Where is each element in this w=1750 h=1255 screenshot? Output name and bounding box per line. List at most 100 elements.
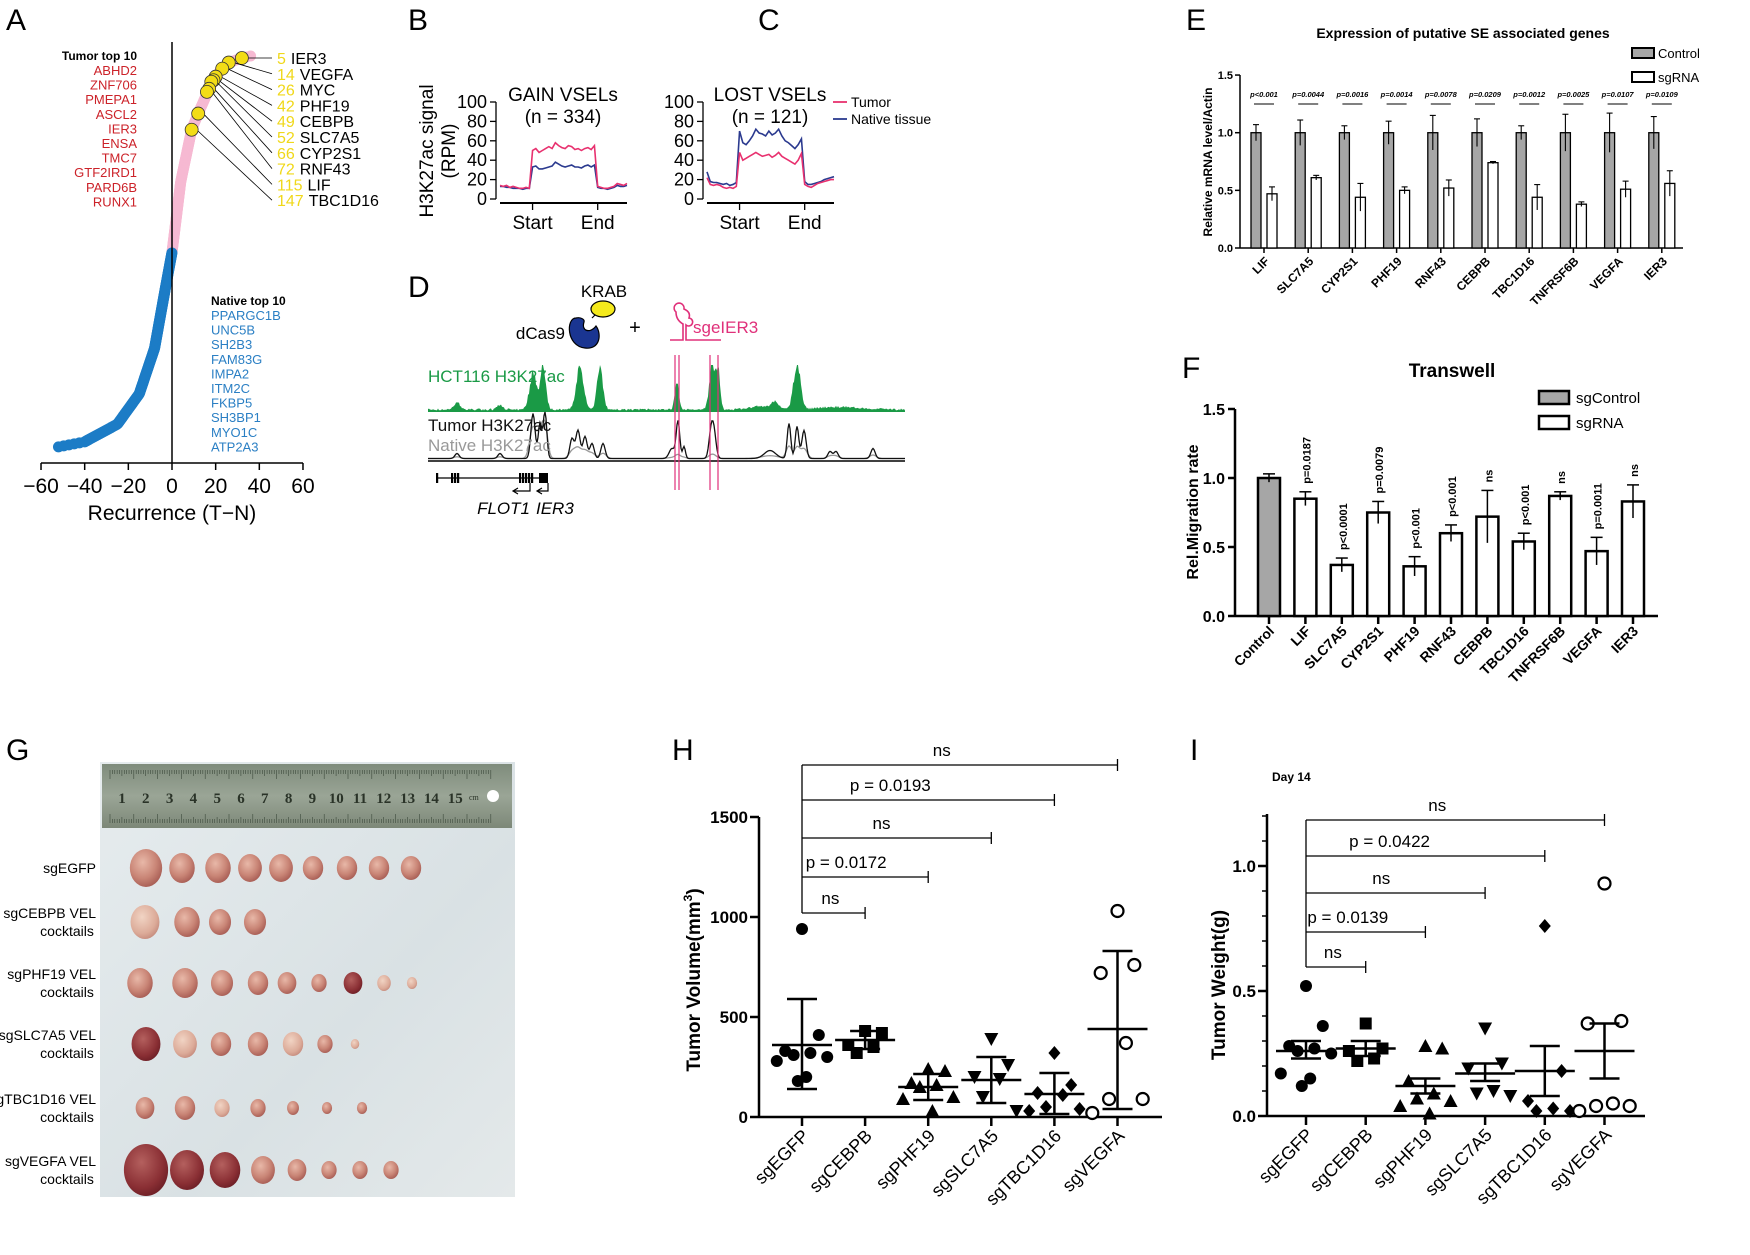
- y-tick-label: 1.0: [1203, 471, 1225, 488]
- rank-number: 5: [277, 51, 286, 68]
- tumor-specimen: [135, 1097, 155, 1119]
- tumor-gene-label: ABHD2: [94, 63, 137, 78]
- x-tick-label: VEGFA: [1587, 254, 1626, 293]
- y-tick-label: 0: [739, 1108, 748, 1127]
- chart-subtitle: (n = 121): [732, 107, 809, 128]
- native-gene-label: ATP2A3: [211, 439, 258, 454]
- bar: [1511, 540, 1537, 618]
- tumor-gene-label: GTF2IRD1: [74, 165, 137, 180]
- rank-number: 26: [277, 83, 295, 100]
- data-point-square: [1359, 1017, 1372, 1030]
- y-tick-label: 100: [664, 92, 694, 112]
- x-tick-label: Start: [720, 213, 761, 234]
- bar: [1547, 494, 1573, 618]
- data-point-triangle-up: [1393, 1099, 1408, 1112]
- tumor-track-label: Tumor H3K27ac: [428, 416, 552, 435]
- bar-sgrna: [1487, 162, 1499, 249]
- highlighted-point: [200, 84, 214, 99]
- x-tick-label: −60: [23, 475, 59, 498]
- tumor-specimen: [343, 972, 363, 994]
- data-point-diamond: [1538, 919, 1551, 933]
- legend-label: sgRNA: [1658, 70, 1700, 85]
- data-point-diamond: [1564, 1104, 1576, 1118]
- tumor-specimen: [302, 856, 324, 880]
- leader-line: [211, 91, 273, 169]
- data-point-triangle-up: [921, 1062, 936, 1075]
- x-tick-label: PHF19: [1368, 254, 1405, 291]
- tumor-specimen: [127, 968, 153, 998]
- ruler-number: 13: [400, 791, 415, 807]
- ruler-number: 10: [329, 791, 344, 807]
- data-point-square: [875, 1027, 888, 1039]
- ruler-number: 9: [309, 791, 317, 807]
- row-label: cocktails: [40, 984, 94, 1000]
- y-tick-label: 0.5: [1218, 185, 1233, 197]
- data-point-open-circle: [1135, 1091, 1150, 1107]
- chart-title: GAIN VSELs: [508, 85, 618, 106]
- bar-sgrna: [1310, 177, 1322, 249]
- panel-label: D: [408, 271, 430, 304]
- bar-control: [1250, 132, 1262, 249]
- data-point-triangle-up: [1410, 1091, 1424, 1105]
- bar-control: [1338, 132, 1351, 249]
- data-point-open-circle: [1605, 1096, 1621, 1111]
- exon: [531, 473, 534, 483]
- x-tick-label: sgCEBPB: [1306, 1125, 1377, 1196]
- legend-label: Native tissue: [851, 111, 931, 127]
- rank-number: 14: [277, 67, 295, 84]
- p-value-label: p=0.0109: [1645, 90, 1679, 99]
- exon: [451, 473, 454, 483]
- comparison-label: ns: [821, 889, 839, 908]
- tumor-specimen: [287, 1159, 307, 1181]
- ruler-number: 8: [285, 791, 293, 807]
- y-tick-label: 40: [674, 150, 694, 170]
- exon: [525, 473, 528, 483]
- native-gene-label: FAM83G: [211, 352, 262, 367]
- y-tick-label: 1.5: [1203, 402, 1225, 419]
- x-tick-label: 20: [204, 475, 227, 498]
- row-label: cocktails: [40, 1171, 94, 1187]
- x-tick-label: End: [788, 213, 822, 234]
- p-value-label: p<0.001: [1411, 508, 1423, 549]
- comparison-label: ns: [1428, 796, 1446, 815]
- exon: [519, 473, 522, 483]
- exon: [457, 473, 460, 483]
- y-axis-label-text: Tumor Volume(mm: [684, 901, 705, 1071]
- exon: [528, 473, 531, 483]
- y-tick-label: 20: [674, 170, 694, 190]
- dcas9-protein-icon: [568, 317, 600, 349]
- legend-label: Tumor: [851, 94, 891, 110]
- tumor-specimen: [247, 971, 269, 995]
- y-tick-label: 1.0: [1232, 857, 1256, 876]
- data-point-circle: [1274, 1067, 1287, 1080]
- series-line-0: [499, 141, 628, 190]
- legend-swatch: [1631, 71, 1655, 83]
- data-point-open-circle: [1572, 1103, 1587, 1119]
- p-value-label: p<0.0001: [1338, 503, 1350, 550]
- gene-name: CEBPB: [300, 114, 354, 131]
- ruler-number: 1: [118, 791, 126, 807]
- legend-label: sgControl: [1576, 390, 1640, 407]
- x-tick-label: CYP2S1: [1318, 254, 1361, 297]
- comparison-label: ns: [1324, 943, 1342, 962]
- bar-sgrna: [1266, 193, 1278, 249]
- x-tick-label: End: [581, 213, 615, 234]
- x-tick-label: LIF: [1249, 254, 1272, 277]
- tumor-specimen: [336, 856, 358, 880]
- x-tick-label: Start: [513, 213, 554, 234]
- x-tick-label: VEGFA: [1560, 623, 1605, 668]
- bar-control: [1382, 132, 1395, 249]
- p-value-label: p=0.0025: [1556, 90, 1590, 99]
- series-line-0: [706, 150, 834, 190]
- ruler-number: 11: [353, 791, 367, 807]
- panel-label: H: [672, 734, 694, 767]
- data-point-open-circle: [1588, 1098, 1604, 1114]
- y-axis-label-superscript: 3: [681, 894, 695, 901]
- leader-line: [218, 79, 273, 122]
- panel-i-tumor-weight: 0.0 0.5 1.0 Tumor Weight(g) Day 14 sgEGFPsgCE…: [1209, 770, 1645, 1208]
- native-gene-label: UNC5B: [211, 323, 255, 338]
- p-value-label: p=0.0016: [1335, 90, 1369, 99]
- x-tick-label: sgEGFP: [751, 1126, 813, 1188]
- native-track-label: Native H3K27ac: [428, 436, 551, 455]
- data-point-triangle-up: [1422, 1106, 1437, 1120]
